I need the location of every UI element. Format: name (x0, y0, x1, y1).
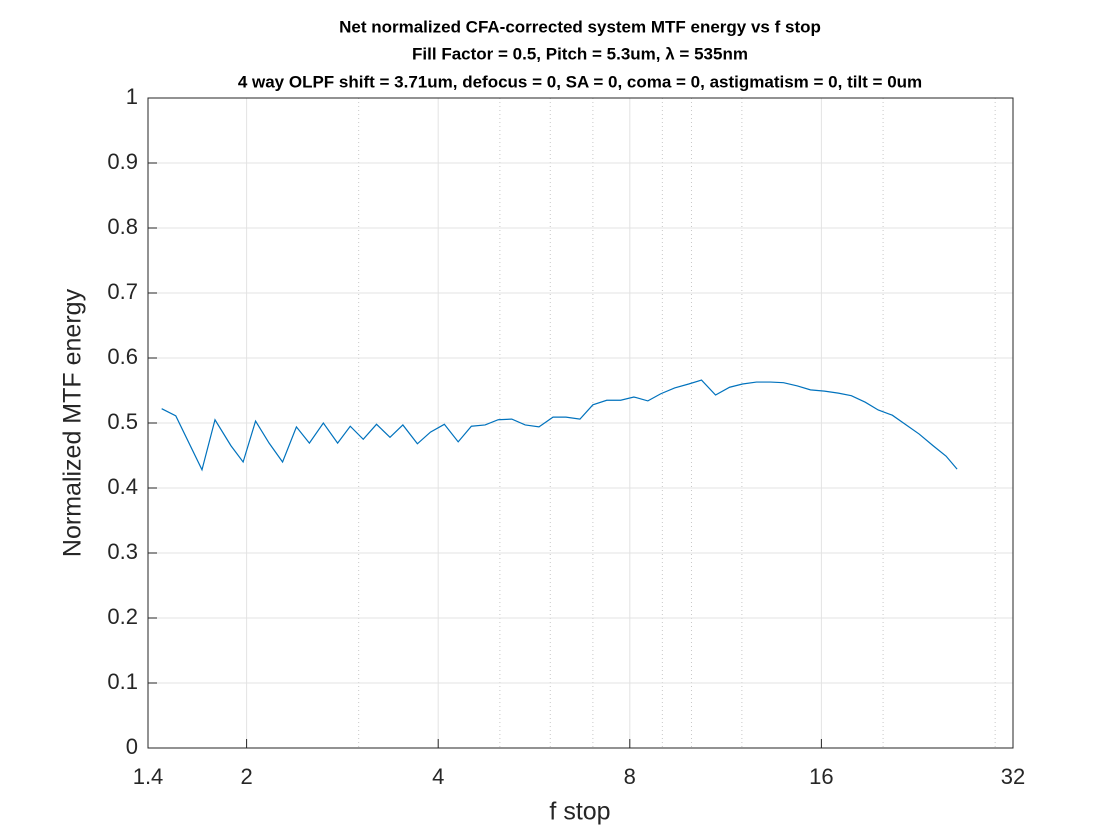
y-tick-label: 0.9 (107, 149, 138, 174)
chart-subtitle: Fill Factor = 0.5, Pitch = 5.3um, λ = 53… (412, 44, 748, 63)
y-axis-label: Normalized MTF energy (59, 288, 87, 557)
chart-subtitle: 4 way OLPF shift = 3.71um, defocus = 0, … (238, 72, 922, 91)
y-tick-label: 0.4 (107, 474, 138, 499)
y-tick-label: 0.2 (107, 604, 138, 629)
y-tick-label: 0.1 (107, 669, 138, 694)
x-tick-label: 1.4 (133, 764, 164, 789)
y-tick-label: 0.6 (107, 344, 138, 369)
x-tick-label: 32 (1001, 764, 1025, 789)
chart-title: Net normalized CFA-corrected system MTF … (339, 17, 821, 36)
x-tick-label: 2 (240, 764, 252, 789)
y-tick-label: 0.5 (107, 409, 138, 434)
x-tick-label: 8 (624, 764, 636, 789)
y-tick-label: 1 (126, 84, 138, 109)
y-tick-label: 0.7 (107, 279, 138, 304)
x-tick-label: 4 (432, 764, 444, 789)
x-axis-label: f stop (549, 798, 610, 826)
y-tick-label: 0.3 (107, 539, 138, 564)
y-tick-label: 0.8 (107, 214, 138, 239)
x-tick-label: 16 (809, 764, 833, 789)
axes-box (147, 97, 1014, 749)
y-tick-label: 0 (126, 734, 138, 759)
data-line (161, 379, 958, 472)
